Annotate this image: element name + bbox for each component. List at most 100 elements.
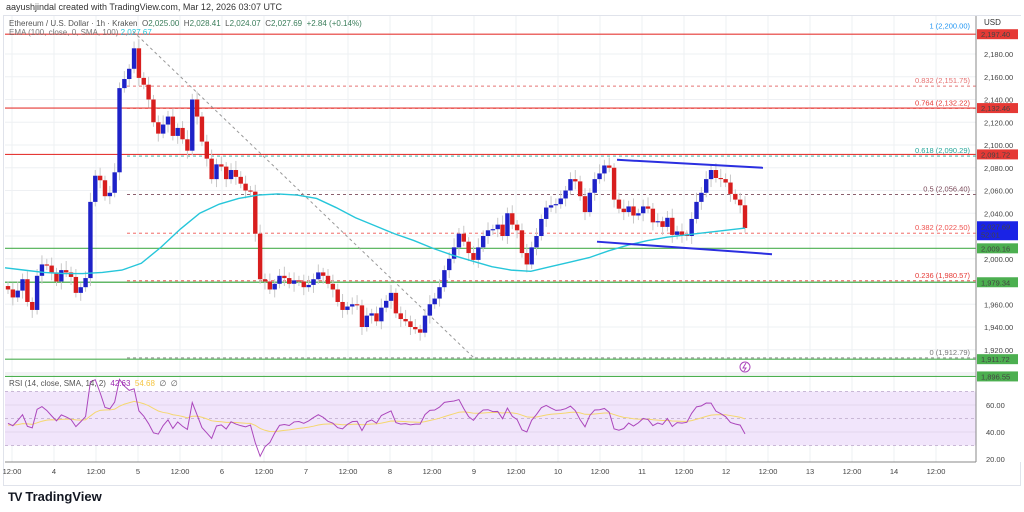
bear-candle[interactable] <box>713 170 719 178</box>
currency-label[interactable]: USD <box>984 18 1001 27</box>
bear-candle[interactable] <box>219 164 224 167</box>
bear-candle[interactable] <box>514 224 520 231</box>
bear-candle[interactable] <box>742 205 748 229</box>
bull-candle[interactable] <box>291 280 297 284</box>
bear-candle[interactable] <box>582 196 588 213</box>
bear-candle[interactable] <box>524 253 530 265</box>
pane-separator[interactable] <box>5 372 976 375</box>
bear-candle[interactable] <box>733 193 738 200</box>
bear-candle[interactable] <box>519 230 525 254</box>
bull-candle[interactable] <box>379 307 384 322</box>
bull-candle[interactable] <box>485 230 491 236</box>
bear-candle[interactable] <box>679 231 685 235</box>
bear-candle[interactable] <box>616 199 622 209</box>
bull-candle[interactable] <box>592 179 597 193</box>
bear-candle[interactable] <box>73 276 79 293</box>
bull-candle[interactable] <box>165 116 171 125</box>
bull-candle[interactable] <box>480 236 486 248</box>
bull-candle[interactable] <box>640 206 646 214</box>
bear-candle[interactable] <box>631 206 636 216</box>
bull-candle[interactable] <box>272 283 277 290</box>
bull-candle[interactable] <box>350 304 355 307</box>
bull-candle[interactable] <box>316 272 321 280</box>
bull-candle[interactable] <box>345 306 350 310</box>
bull-candle[interactable] <box>369 313 374 316</box>
bear-candle[interactable] <box>728 182 733 194</box>
bear-candle[interactable] <box>199 116 205 142</box>
bear-candle[interactable] <box>257 233 263 280</box>
bull-candle[interactable] <box>175 127 180 136</box>
bull-candle[interactable] <box>39 264 45 276</box>
bear-candle[interactable] <box>223 166 229 180</box>
bear-candle[interactable] <box>403 319 408 322</box>
bear-candle[interactable] <box>180 127 185 140</box>
bear-candle[interactable] <box>301 281 306 288</box>
bull-candle[interactable] <box>655 221 660 223</box>
bear-candle[interactable] <box>611 167 617 200</box>
bull-candle[interactable] <box>422 315 428 333</box>
bull-candle[interactable] <box>447 258 452 271</box>
bull-candle[interactable] <box>708 170 714 180</box>
bear-candle[interactable] <box>718 177 723 180</box>
bull-candle[interactable] <box>131 48 137 69</box>
bear-candle[interactable] <box>44 264 49 266</box>
bull-candle[interactable] <box>117 88 122 173</box>
bull-candle[interactable] <box>388 292 394 301</box>
bear-candle[interactable] <box>10 289 16 298</box>
bear-candle[interactable] <box>621 208 626 213</box>
bear-candle[interactable] <box>151 99 156 123</box>
bull-candle[interactable] <box>15 290 20 298</box>
bear-candle[interactable] <box>287 278 292 284</box>
bull-candle[interactable] <box>539 218 544 236</box>
bull-candle[interactable] <box>383 300 389 308</box>
bear-candle[interactable] <box>607 165 612 168</box>
bull-candle[interactable] <box>563 190 568 199</box>
bull-candle[interactable] <box>704 179 709 193</box>
bear-candle[interactable] <box>238 176 243 184</box>
bear-candle[interactable] <box>25 279 30 302</box>
bear-candle[interactable] <box>650 208 656 223</box>
bear-candle[interactable] <box>510 213 515 225</box>
bear-candle[interactable] <box>670 217 675 235</box>
bull-candle[interactable] <box>456 233 462 248</box>
bear-candle[interactable] <box>413 327 418 330</box>
bear-candle[interactable] <box>573 179 578 182</box>
bull-candle[interactable] <box>495 224 500 230</box>
lower-channel-trendline[interactable] <box>596 240 773 256</box>
bear-candle[interactable] <box>194 99 200 117</box>
bull-candle[interactable] <box>122 79 127 89</box>
bear-candle[interactable] <box>63 270 69 273</box>
bear-candle[interactable] <box>645 206 651 209</box>
bear-candle[interactable] <box>325 275 331 284</box>
fib-diagonal-line[interactable] <box>132 30 475 359</box>
bull-candle[interactable] <box>529 247 534 265</box>
bear-candle[interactable] <box>136 48 142 78</box>
ema-100-line[interactable] <box>4 193 746 275</box>
bear-candle[interactable] <box>340 301 345 310</box>
bull-candle[interactable] <box>160 124 166 134</box>
bull-candle[interactable] <box>93 175 98 202</box>
bull-candle[interactable] <box>88 201 93 279</box>
bull-candle[interactable] <box>553 204 559 206</box>
bear-candle[interactable] <box>30 301 35 310</box>
bear-candle[interactable] <box>68 272 74 277</box>
bear-candle[interactable] <box>248 190 253 192</box>
bull-candle[interactable] <box>587 192 593 213</box>
bull-candle[interactable] <box>626 206 631 213</box>
bull-candle[interactable] <box>548 205 554 208</box>
bull-candle[interactable] <box>20 279 25 291</box>
bear-candle[interactable] <box>102 180 108 197</box>
bear-candle[interactable] <box>461 233 466 242</box>
bear-candle[interactable] <box>233 170 239 177</box>
bear-candle[interactable] <box>185 139 190 151</box>
bear-candle[interactable] <box>253 191 258 234</box>
bear-candle[interactable] <box>417 329 423 333</box>
bear-candle[interactable] <box>330 283 336 290</box>
bull-candle[interactable] <box>214 164 219 180</box>
bear-candle[interactable] <box>209 158 214 180</box>
bear-candle[interactable] <box>146 84 151 100</box>
bull-candle[interactable] <box>689 218 694 236</box>
bear-candle[interactable] <box>723 179 728 183</box>
bull-candle[interactable] <box>59 270 64 282</box>
bull-candle[interactable] <box>490 229 496 231</box>
